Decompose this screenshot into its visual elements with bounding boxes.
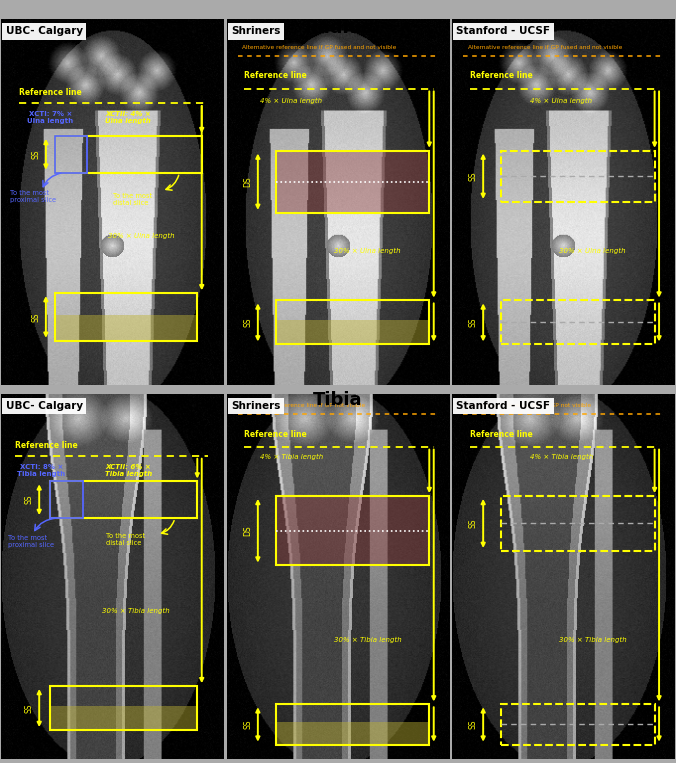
Text: Reference line: Reference line <box>470 430 533 439</box>
Bar <box>276 150 429 213</box>
Bar <box>276 704 429 745</box>
Text: SS: SS <box>243 720 252 729</box>
Bar <box>50 481 82 518</box>
Text: SS: SS <box>243 317 252 327</box>
Text: SS: SS <box>468 720 478 729</box>
Text: 4% × Tibia length: 4% × Tibia length <box>260 455 323 461</box>
Text: Tibia: Tibia <box>313 391 363 409</box>
Text: XCTI: 8% ×
Tibia length: XCTI: 8% × Tibia length <box>18 464 66 477</box>
Text: To the most
proximal slice: To the most proximal slice <box>10 190 56 203</box>
Text: Alternative reference line if GP not visible: Alternative reference line if GP not vis… <box>242 403 366 408</box>
Bar <box>276 320 429 344</box>
Bar <box>55 136 201 172</box>
Text: SS: SS <box>468 317 478 327</box>
Text: Stanford - UCSF: Stanford - UCSF <box>456 401 550 411</box>
Text: 4% × Ulna length: 4% × Ulna length <box>260 98 322 104</box>
Text: Reference line: Reference line <box>245 430 307 439</box>
Text: 30% × Ulna length: 30% × Ulna length <box>108 233 175 240</box>
Text: SS: SS <box>468 519 478 528</box>
Bar <box>50 481 197 518</box>
Text: Alternative reference line if GP fused and not visible: Alternative reference line if GP fused a… <box>242 45 397 50</box>
Text: DS: DS <box>243 526 252 536</box>
Text: Reference line: Reference line <box>15 441 78 450</box>
Bar <box>55 293 197 341</box>
Bar <box>50 686 197 730</box>
Text: XCTII: 4% ×
Ulna length: XCTII: 4% × Ulna length <box>105 111 151 124</box>
Bar <box>50 706 197 730</box>
Bar <box>501 150 654 202</box>
Text: To the most
distal slice: To the most distal slice <box>113 194 152 207</box>
Text: Shriners: Shriners <box>231 401 281 411</box>
Bar <box>276 723 429 745</box>
Text: SS: SS <box>31 312 41 322</box>
Text: SS: SS <box>468 172 478 181</box>
Text: 4% × Tibia length: 4% × Tibia length <box>530 455 593 461</box>
Text: Alternative reference line if GP not visible: Alternative reference line if GP not vis… <box>468 403 591 408</box>
Text: To the most
distal slice: To the most distal slice <box>106 533 145 546</box>
Bar <box>55 314 197 341</box>
Bar <box>55 136 87 172</box>
Bar <box>501 496 654 551</box>
Text: 30% × Tibia length: 30% × Tibia length <box>559 637 627 643</box>
Text: UBC- Calgary: UBC- Calgary <box>6 401 83 411</box>
Text: 30% × Ulna length: 30% × Ulna length <box>559 248 625 254</box>
Text: 30% × Tibia length: 30% × Tibia length <box>333 637 402 643</box>
Text: Alternative reference line if GP fused and not visible: Alternative reference line if GP fused a… <box>468 45 622 50</box>
Text: SS: SS <box>24 495 34 504</box>
Text: UBC- Calgary: UBC- Calgary <box>6 27 83 37</box>
Text: SS: SS <box>24 703 34 713</box>
Text: 30% × Tibia length: 30% × Tibia length <box>101 608 169 614</box>
Bar <box>276 301 429 344</box>
Text: Radius: Radius <box>304 19 372 37</box>
Bar <box>501 301 654 344</box>
Bar <box>501 704 654 745</box>
Text: XCTI: 7% ×
Ulna length: XCTI: 7% × Ulna length <box>27 111 74 124</box>
Text: Reference line: Reference line <box>245 71 307 80</box>
Text: To the most
proximal slice: To the most proximal slice <box>8 535 54 548</box>
Text: Reference line: Reference line <box>470 71 533 80</box>
Text: 30% × Ulna length: 30% × Ulna length <box>333 248 400 254</box>
Text: Stanford - UCSF: Stanford - UCSF <box>456 27 550 37</box>
Text: SS: SS <box>31 150 41 159</box>
Text: XCTII: 6% ×
Tibia length: XCTII: 6% × Tibia length <box>105 464 152 477</box>
Text: Shriners: Shriners <box>231 27 281 37</box>
Bar <box>276 496 429 565</box>
Text: DS: DS <box>243 176 252 187</box>
Text: Reference line: Reference line <box>19 88 82 97</box>
Text: 4% × Ulna length: 4% × Ulna length <box>530 98 592 104</box>
